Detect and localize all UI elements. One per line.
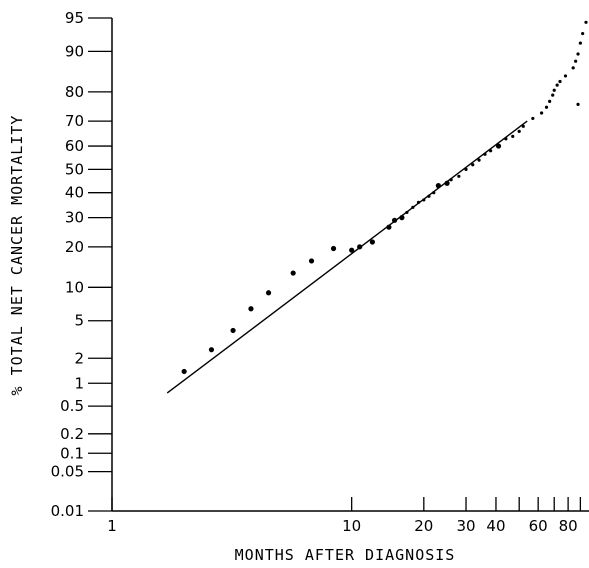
data-point [552, 88, 556, 92]
data-point [449, 178, 453, 182]
data-point [427, 194, 431, 198]
y-tick-label: 0.1 [60, 444, 84, 462]
data-point [571, 66, 575, 70]
y-tick-label: 50 [65, 160, 84, 178]
data-point [511, 134, 515, 138]
data-point [558, 79, 562, 84]
data-point [531, 116, 535, 121]
fit-line [166, 120, 528, 394]
data-point [290, 270, 296, 276]
data-point [584, 20, 588, 24]
y-tick-label: 20 [65, 238, 84, 256]
data-point [563, 74, 568, 78]
data-point [471, 163, 475, 167]
data-points [181, 20, 588, 375]
y-tick-label: 95 [65, 9, 84, 27]
y-tick-label: 30 [65, 209, 84, 227]
data-point [464, 167, 468, 171]
data-point [483, 152, 487, 156]
data-point [181, 368, 187, 375]
data-point [308, 258, 315, 264]
x-axis-title: MONTHS AFTER DIAGNOSIS [235, 546, 456, 564]
data-point [391, 217, 398, 223]
y-tick-label: 2 [74, 349, 84, 367]
data-point [574, 59, 578, 63]
data-point [248, 306, 254, 312]
data-point [544, 105, 549, 109]
x-tick-label: 80 [559, 517, 578, 535]
data-point [357, 244, 363, 250]
data-point [581, 31, 585, 36]
x-tick-label: 1 [107, 517, 117, 535]
data-point [432, 191, 436, 195]
y-tick-label: 80 [65, 83, 84, 101]
data-point [555, 83, 559, 87]
y-tick-label: 40 [65, 184, 84, 202]
data-point [457, 174, 461, 178]
data-point [208, 347, 215, 353]
fit-line-group [166, 120, 528, 394]
data-point [386, 224, 392, 230]
y-tick-label: 70 [65, 112, 84, 130]
data-point [435, 183, 441, 189]
y-tick-label: 90 [65, 42, 84, 60]
data-point [349, 247, 355, 253]
y-tick-label: 0.05 [51, 463, 84, 481]
data-point [495, 143, 502, 149]
data-point [489, 149, 493, 153]
y-tick-label: 60 [65, 137, 84, 155]
data-point [411, 205, 415, 209]
y-tick-label: 0.2 [60, 425, 84, 443]
y-tick-label: 1 [74, 374, 84, 392]
y-tick-label: 10 [65, 278, 84, 296]
x-tick-label: 20 [414, 517, 433, 535]
data-point [265, 290, 272, 296]
data-point [330, 245, 337, 252]
y-tick-label: 0.5 [60, 397, 84, 415]
data-point [416, 200, 421, 204]
data-point [230, 327, 236, 334]
data-point [548, 99, 552, 103]
x-tick-label: 30 [456, 517, 475, 535]
data-point [399, 215, 405, 221]
data-point [504, 137, 508, 141]
axes [111, 18, 589, 512]
data-point [539, 111, 544, 115]
y-axis-title: % TOTAL NET CANCER MORTALITY [8, 115, 26, 396]
x-tick-label: 40 [486, 517, 505, 535]
data-point [477, 158, 481, 162]
data-point [576, 102, 580, 106]
x-tick-label: 60 [529, 517, 548, 535]
data-point [551, 93, 555, 97]
y-tick-label: 0.01 [51, 502, 84, 520]
ticks: 0.01 0.050.10.2 0.5 1 2 5 10 20 30 40 50 60 70 80 90 95… [51, 9, 582, 535]
y-tick-label: 5 [74, 312, 84, 330]
x-tick-label: 10 [342, 517, 361, 535]
data-point [405, 210, 409, 215]
data-point [369, 239, 375, 245]
data-point [517, 129, 521, 134]
data-point [521, 124, 525, 128]
data-point [444, 180, 450, 186]
data-point [422, 198, 426, 202]
data-point [576, 52, 580, 56]
data-point [578, 41, 582, 45]
